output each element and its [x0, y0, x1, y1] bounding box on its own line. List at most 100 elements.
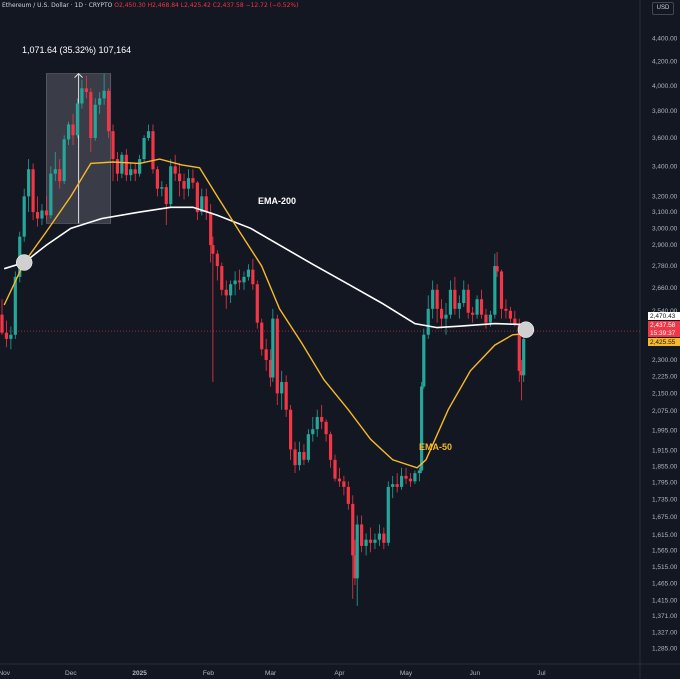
y-tick-label: 1,415.00	[652, 598, 678, 605]
price-label: 2,470.43	[650, 313, 676, 320]
candle-body	[413, 473, 417, 482]
candle-body	[35, 212, 40, 219]
candle-body	[373, 539, 377, 543]
candle-body	[417, 470, 421, 474]
y-tick-label: 1,371.00	[652, 613, 678, 620]
candle-body	[62, 139, 66, 182]
candle-body	[133, 169, 137, 174]
candle-body	[351, 503, 355, 556]
candle-body	[229, 284, 233, 296]
y-tick-label: 1,795.00	[652, 480, 678, 487]
x-tick-label: Feb	[203, 670, 215, 677]
candle-body	[333, 459, 337, 479]
candle-body	[215, 253, 219, 267]
currency-button[interactable]: USD	[652, 2, 674, 15]
y-tick-label: 3,000.00	[652, 225, 678, 232]
candle-body	[280, 381, 284, 394]
measure-label: 1,071.64 (35.32%) 107,164	[22, 45, 131, 55]
candle-body	[462, 289, 466, 304]
candle-body	[49, 173, 53, 216]
candle-body	[182, 181, 186, 189]
candle-body	[27, 169, 31, 197]
candle-body	[504, 308, 508, 311]
candle-body	[31, 169, 35, 213]
candle-body	[186, 178, 191, 189]
x-tick-label: 2025	[132, 670, 147, 677]
candle-body	[382, 533, 386, 543]
candle-body	[260, 322, 264, 350]
candle-body	[522, 338, 526, 376]
candle-body	[404, 475, 408, 479]
candle-body	[80, 88, 84, 104]
candle-body	[337, 478, 342, 482]
y-tick-label: 1,675.00	[652, 514, 678, 521]
candle-body	[173, 166, 177, 174]
candle-body	[315, 416, 319, 430]
candle-body	[191, 178, 195, 183]
ema200-annotation: EMA-200	[258, 196, 296, 206]
candle-body	[444, 314, 448, 319]
candle-body	[408, 478, 413, 482]
candle-body	[431, 289, 435, 309]
candle-body	[289, 409, 293, 450]
candle-body	[115, 159, 120, 174]
candle-body	[106, 90, 111, 132]
y-tick-label: 1,735.00	[652, 497, 678, 504]
candle-body	[508, 310, 512, 319]
measure-arrow-head	[74, 72, 83, 78]
price-label-box	[648, 329, 680, 337]
y-tick-label: 2,660.00	[652, 285, 678, 292]
y-tick-label: 2,540.00	[652, 308, 678, 315]
candle-body	[146, 131, 151, 139]
candle-body	[178, 173, 182, 182]
x-tick-label: Mar	[265, 670, 277, 677]
candle-body	[342, 481, 346, 487]
candle-body	[471, 312, 475, 315]
candle-body	[479, 299, 484, 315]
candle-body	[297, 451, 302, 466]
candle-body	[67, 124, 71, 140]
price-label: 2,425.55	[650, 339, 676, 346]
candle-body	[364, 539, 368, 546]
candle-body	[84, 88, 88, 93]
y-tick-label: 1,465.00	[652, 580, 678, 587]
candle-body	[246, 269, 251, 277]
y-tick-label: 1,615.00	[652, 532, 678, 539]
y-tick-label: 1,327.00	[652, 629, 678, 636]
y-tick-label: 1,855.00	[652, 463, 678, 470]
candle-body	[306, 434, 310, 460]
candle-body	[293, 449, 297, 466]
candle-body	[517, 324, 521, 371]
candle-body	[453, 289, 457, 309]
y-tick-label: 3,200.00	[652, 193, 678, 200]
candle-body	[4, 332, 9, 339]
candle-body	[346, 486, 350, 504]
candle-body	[328, 434, 333, 460]
candle-body	[71, 124, 75, 136]
candle-body	[466, 289, 470, 313]
y-tick-label: 1,565.00	[652, 548, 678, 555]
x-tick-label: May	[400, 670, 413, 677]
chart-legend: Ethereum / U.S. Dollar · 1D · CRYPTO O2,…	[2, 2, 298, 9]
candle-body	[422, 334, 426, 387]
y-tick-label: 3,600.00	[652, 135, 678, 142]
candle-body	[495, 266, 499, 272]
candle-body	[353, 555, 357, 579]
candle-body	[400, 475, 404, 487]
candle-body	[448, 289, 453, 315]
y-tick-label: 1,995.00	[652, 427, 678, 434]
candle-body	[499, 271, 504, 309]
candle-body	[9, 334, 13, 339]
candle-body	[220, 266, 224, 290]
price-label: 2,437.58	[650, 322, 676, 329]
y-tick-label: 1,915.00	[652, 448, 678, 455]
candle-body	[457, 303, 461, 309]
candle-body	[124, 154, 128, 176]
x-tick-label: Apr	[334, 670, 345, 677]
candle-body	[209, 212, 213, 246]
ema50-annotation: EMA-50	[419, 442, 452, 452]
candle-body	[360, 524, 364, 546]
candle-body	[98, 98, 102, 105]
candle-body	[233, 280, 237, 285]
